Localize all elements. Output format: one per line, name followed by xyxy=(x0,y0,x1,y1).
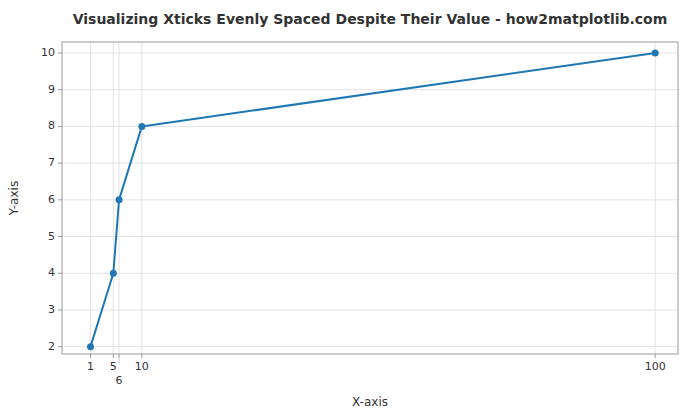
tick-label: 2 xyxy=(48,340,55,353)
tick-mark xyxy=(655,354,656,358)
tick-mark xyxy=(113,354,114,358)
tick-label: 5 xyxy=(110,360,117,373)
tick-label: 9 xyxy=(48,83,55,96)
grid-line xyxy=(90,42,91,354)
marker xyxy=(116,196,123,203)
tick-label: 6 xyxy=(116,374,123,387)
tick-label: 5 xyxy=(48,230,55,243)
tick-label: 7 xyxy=(48,156,55,169)
grid-line xyxy=(62,346,678,347)
x-axis-label: X-axis xyxy=(352,395,388,409)
chart: 234567891015610100Visualizing Xticks Eve… xyxy=(0,0,700,420)
grid-line xyxy=(62,89,678,90)
tick-label: 4 xyxy=(48,266,55,279)
tick-label: 100 xyxy=(645,360,666,373)
grid-line xyxy=(62,126,678,127)
tick-leader xyxy=(119,358,120,363)
title: Visualizing Xticks Evenly Spaced Despite… xyxy=(73,11,668,27)
grid-line xyxy=(62,199,678,200)
grid-line xyxy=(62,53,678,54)
tick-mark xyxy=(58,309,62,310)
tick-label: 1 xyxy=(87,360,94,373)
tick-label: 10 xyxy=(135,360,149,373)
marker xyxy=(138,123,145,130)
grid xyxy=(62,42,678,354)
y-axis: 2 3 4 5 6 7 8 9 10 xyxy=(41,46,62,353)
marker xyxy=(87,343,94,350)
tick-mark xyxy=(58,53,62,54)
tick-mark xyxy=(58,273,62,274)
series xyxy=(87,50,659,351)
tick-mark xyxy=(58,236,62,237)
tick-mark xyxy=(141,354,142,358)
line xyxy=(91,53,656,347)
plot-frame xyxy=(62,42,678,354)
x-axis: 1 56 10 100 xyxy=(87,354,666,387)
tick-label: 8 xyxy=(48,119,55,132)
tick-mark xyxy=(58,199,62,200)
marker xyxy=(110,270,117,277)
tick-mark xyxy=(58,126,62,127)
tick-mark xyxy=(58,346,62,347)
grid-line xyxy=(655,42,656,354)
tick-mark xyxy=(119,354,120,358)
grid-line xyxy=(62,273,678,274)
grid-line xyxy=(113,42,114,354)
tick-label: 3 xyxy=(48,303,55,316)
grid-line xyxy=(141,42,142,354)
tick-mark xyxy=(90,354,91,358)
grid-line xyxy=(62,236,678,237)
marker xyxy=(652,50,659,57)
tick-label: 6 xyxy=(48,193,55,206)
grid-line xyxy=(62,309,678,310)
tick-label: 10 xyxy=(41,46,55,59)
grid-line xyxy=(62,163,678,164)
y-axis-label: Y-axis xyxy=(7,181,21,216)
tick-mark xyxy=(58,89,62,90)
tick-mark xyxy=(58,163,62,164)
